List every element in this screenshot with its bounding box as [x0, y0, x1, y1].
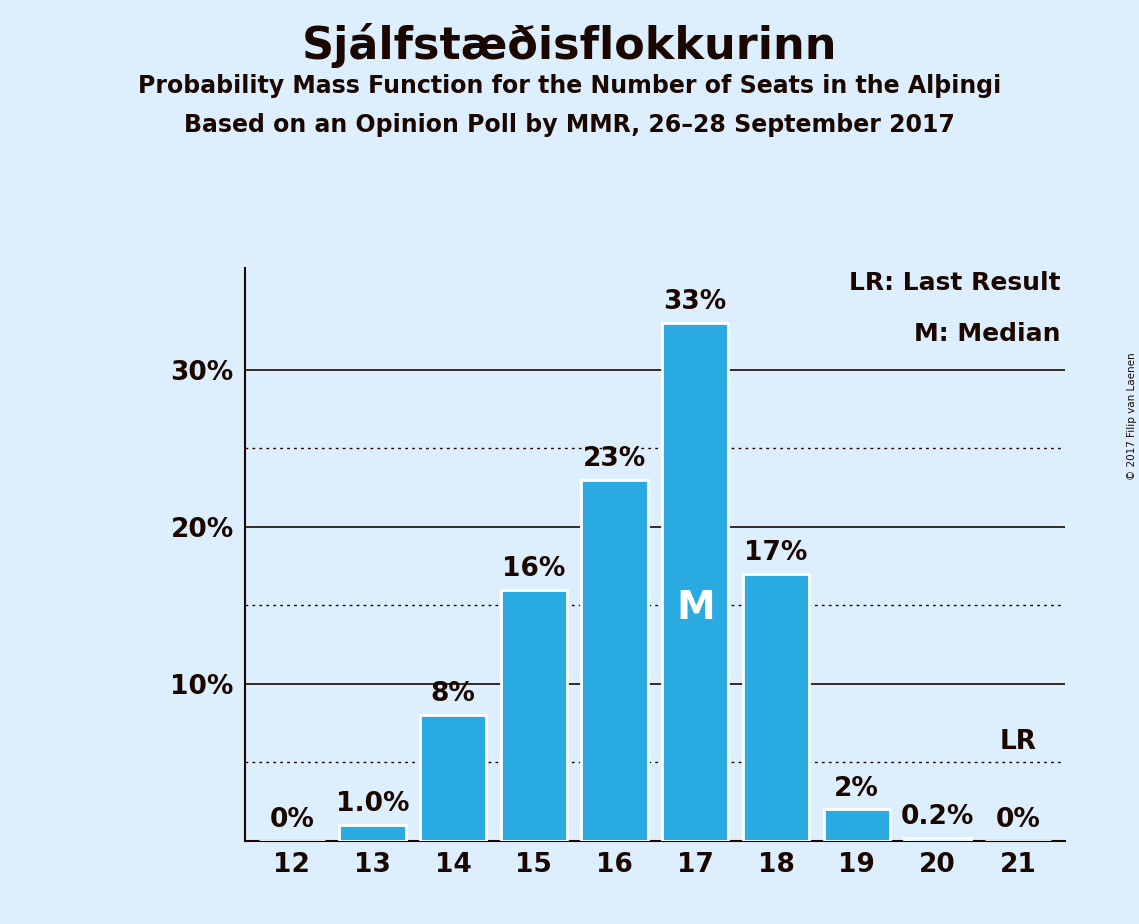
Text: 0%: 0%	[269, 807, 314, 833]
Text: 0%: 0%	[995, 807, 1041, 833]
Text: Probability Mass Function for the Number of Seats in the Alþingi: Probability Mass Function for the Number…	[138, 74, 1001, 98]
Bar	[420, 715, 486, 841]
Text: Sjálfstæðisflokkurinn: Sjálfstæðisflokkurinn	[302, 23, 837, 68]
Bar	[662, 322, 728, 841]
Text: © 2017 Filip van Laenen: © 2017 Filip van Laenen	[1126, 352, 1137, 480]
Text: 23%: 23%	[583, 446, 646, 472]
Text: Based on an Opinion Poll by MMR, 26–28 September 2017: Based on an Opinion Poll by MMR, 26–28 S…	[185, 113, 954, 137]
Bar	[904, 838, 970, 841]
Text: M: M	[675, 589, 714, 626]
Bar	[501, 590, 567, 841]
Text: 1.0%: 1.0%	[336, 791, 409, 818]
Bar	[582, 480, 648, 841]
Bar	[823, 809, 890, 841]
Text: M: Median: M: Median	[915, 322, 1060, 346]
Text: 17%: 17%	[744, 541, 808, 566]
Bar	[339, 825, 405, 841]
Text: LR: LR	[1000, 728, 1036, 755]
Text: 8%: 8%	[431, 681, 476, 708]
Text: LR: Last Result: LR: Last Result	[850, 271, 1060, 295]
Bar	[743, 574, 809, 841]
Text: 2%: 2%	[834, 775, 879, 802]
Text: 16%: 16%	[502, 556, 566, 582]
Text: 33%: 33%	[664, 289, 727, 315]
Text: 0.2%: 0.2%	[901, 804, 974, 830]
